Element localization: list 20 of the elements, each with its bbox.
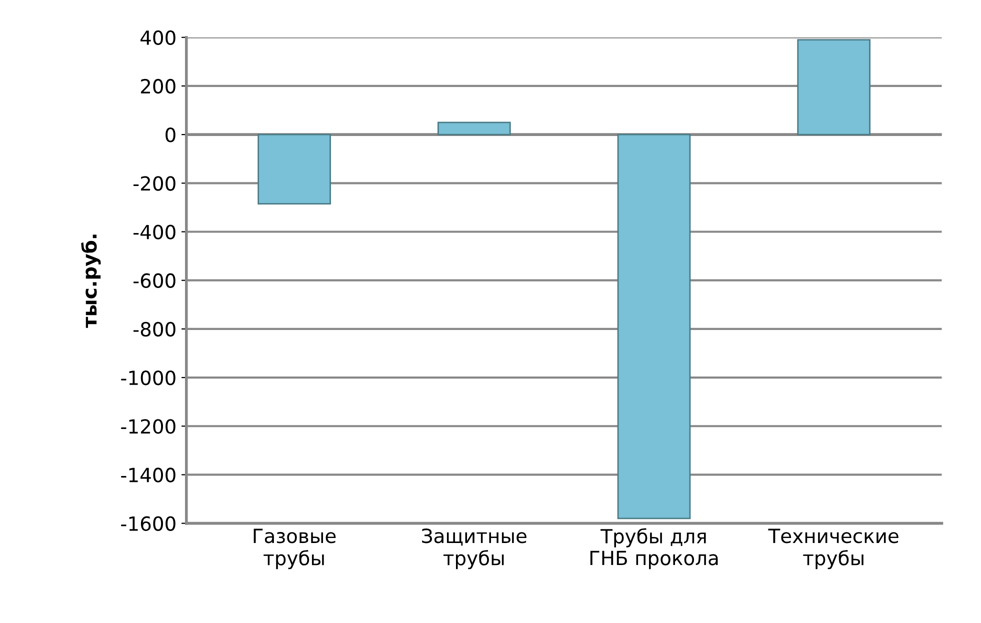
bar <box>437 122 511 136</box>
y-tick-label: 400 <box>140 30 176 46</box>
y-tick-label: 0 <box>166 128 176 142</box>
y-tick-label: -600 <box>133 273 176 288</box>
bar <box>258 134 331 205</box>
y-tick-label: -1600 <box>121 516 176 531</box>
y-tick-label: -800 <box>133 322 176 337</box>
y-tick-label: -200 <box>133 176 176 191</box>
x-tick-label: Трубы для ГНБ прокола <box>590 528 718 570</box>
bar <box>797 39 871 136</box>
x-tick-label: Технические трубы <box>768 528 898 570</box>
y-axis-title: тыс.руб. <box>81 234 101 328</box>
x-tick-label: Газовые трубы <box>254 528 336 570</box>
x-tick-label: Защитные трубы <box>422 528 526 570</box>
y-tick-label: -1200 <box>121 419 176 434</box>
bar <box>617 134 691 520</box>
y-tick-label: -1000 <box>121 370 176 386</box>
y-tick-label: -400 <box>133 224 176 240</box>
y-tick-label: 200 <box>140 78 176 94</box>
y-tick-label: -1400 <box>121 468 176 482</box>
